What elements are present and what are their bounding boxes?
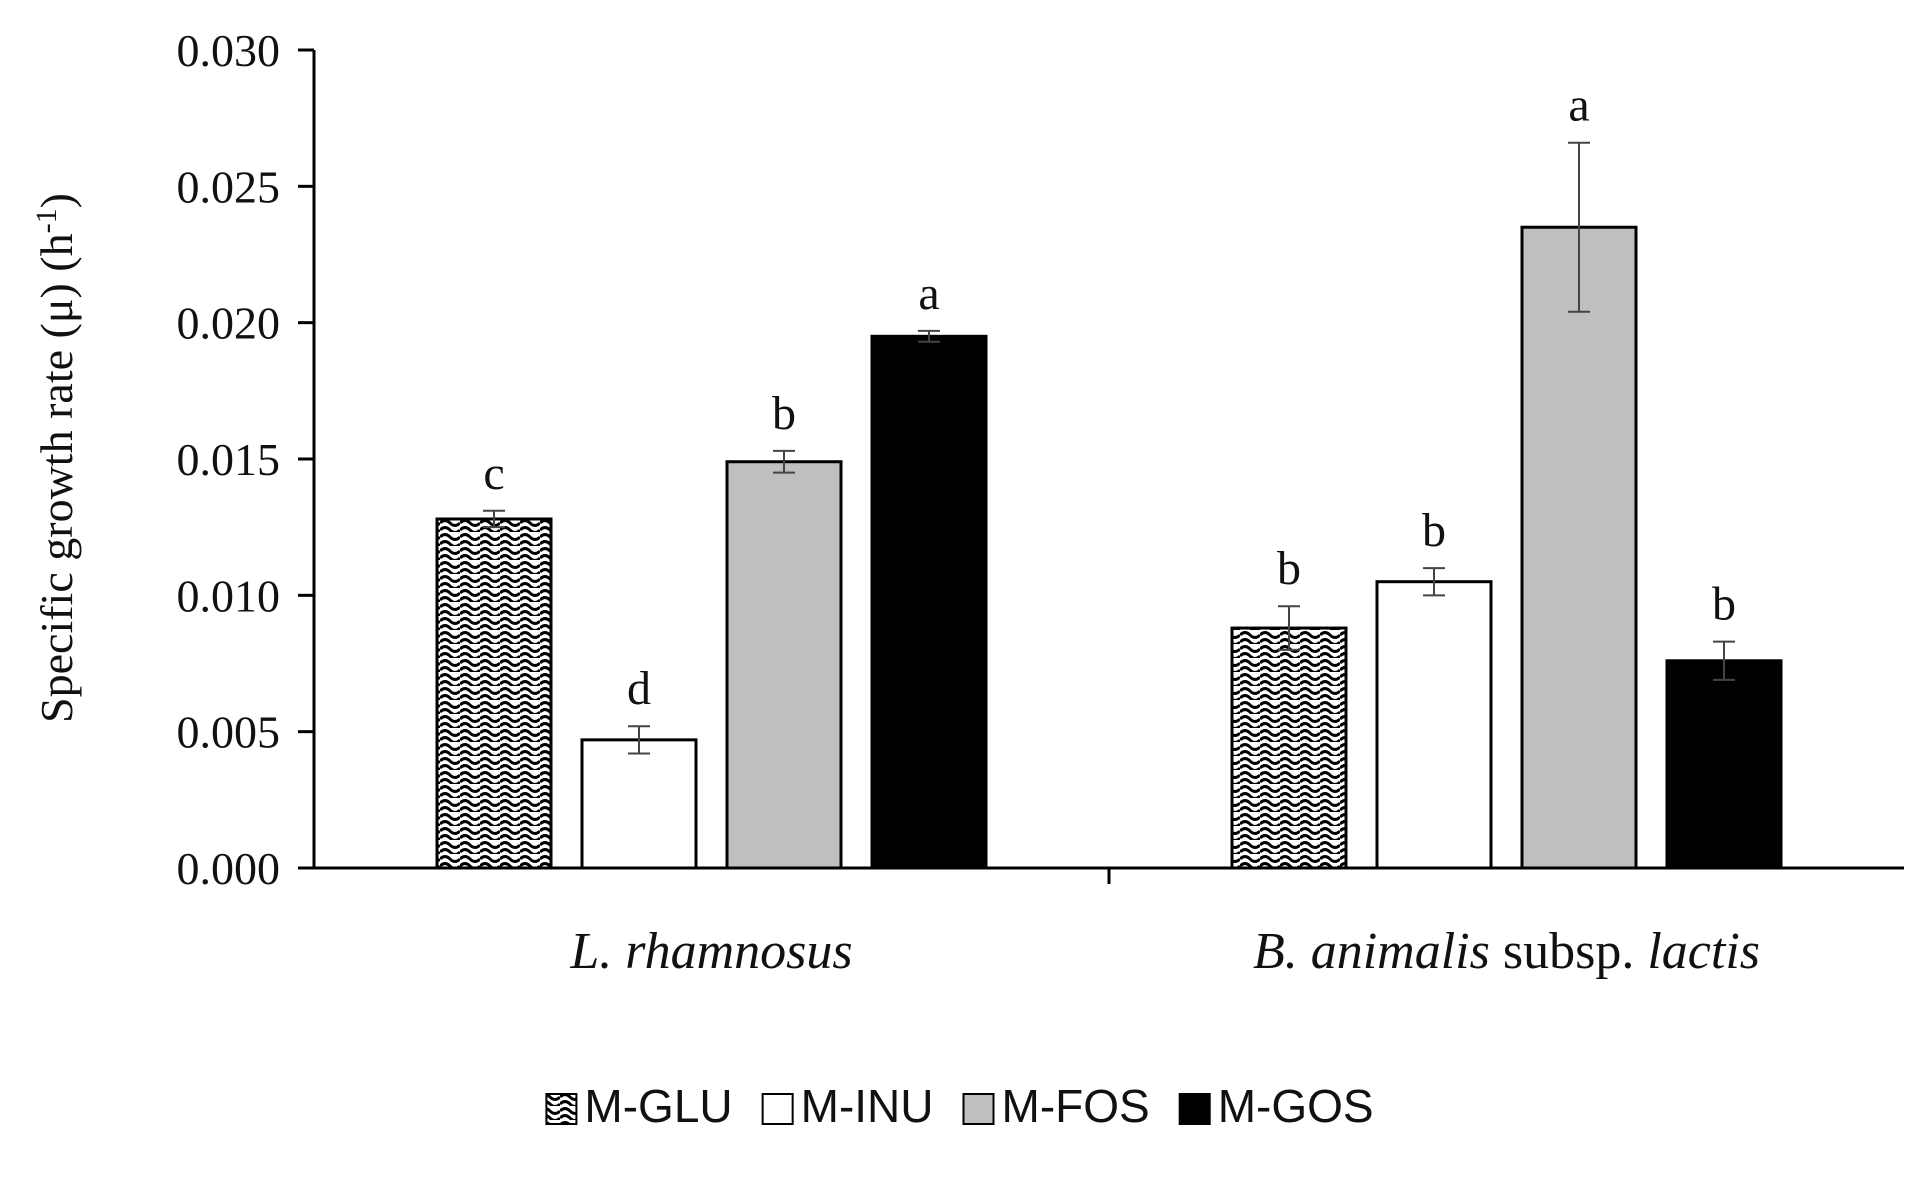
bar-m-glu <box>1230 626 1348 870</box>
significance-letter: c <box>483 447 504 500</box>
y-axis-title: Specific growth rate (μ) (h-1) <box>30 193 82 723</box>
legend-label: M-FOS <box>1002 1080 1150 1132</box>
bar-m-fos <box>1520 225 1638 870</box>
legend: M-GLU M-INU M-FOS M-GOS <box>545 1080 1374 1132</box>
legend-label: M-INU <box>801 1080 934 1132</box>
significance-letter: a <box>918 267 939 320</box>
labels: L. rhamnosus c d b a B. animalis subsp. lacti… <box>483 79 1760 980</box>
significance-letter: a <box>1568 79 1589 132</box>
legend-label: M-GOS <box>1218 1080 1374 1132</box>
category-label: B. animalis subsp. lactis <box>1253 923 1760 980</box>
bar-m-fos <box>725 460 843 870</box>
y-tick-label: 0.025 <box>177 161 281 212</box>
bars <box>435 141 1783 870</box>
y-tick-label: 0.000 <box>177 843 281 894</box>
legend-label: M-GLU <box>584 1080 732 1132</box>
y-tick-label: 0.020 <box>177 298 281 349</box>
bar-m-gos <box>870 334 988 870</box>
y-tick-label: 0.010 <box>177 570 281 621</box>
significance-letter: b <box>1277 542 1301 595</box>
y-tick-label: 0.015 <box>177 434 281 485</box>
significance-letter: b <box>772 387 796 440</box>
y-tick-label: 0.030 <box>177 25 281 76</box>
bar-m-inu <box>1375 580 1493 870</box>
legend-swatch-m-glu <box>545 1093 578 1125</box>
legend-swatch-m-inu <box>761 1093 794 1125</box>
bar-m-inu <box>580 738 698 870</box>
bar-m-glu <box>435 517 553 870</box>
category-label: L. rhamnosus <box>569 923 852 980</box>
legend-swatch-m-fos <box>962 1093 995 1125</box>
significance-letter: d <box>627 662 651 715</box>
bar-m-gos <box>1665 659 1783 870</box>
significance-letter: b <box>1422 504 1446 557</box>
significance-letter: b <box>1712 578 1736 631</box>
legend-swatch-m-gos <box>1178 1093 1211 1125</box>
y-tick-label: 0.005 <box>177 707 281 758</box>
axes: 0.000 0.005 0.010 0.015 0.020 0.025 0.030 Speci… <box>30 25 1904 894</box>
